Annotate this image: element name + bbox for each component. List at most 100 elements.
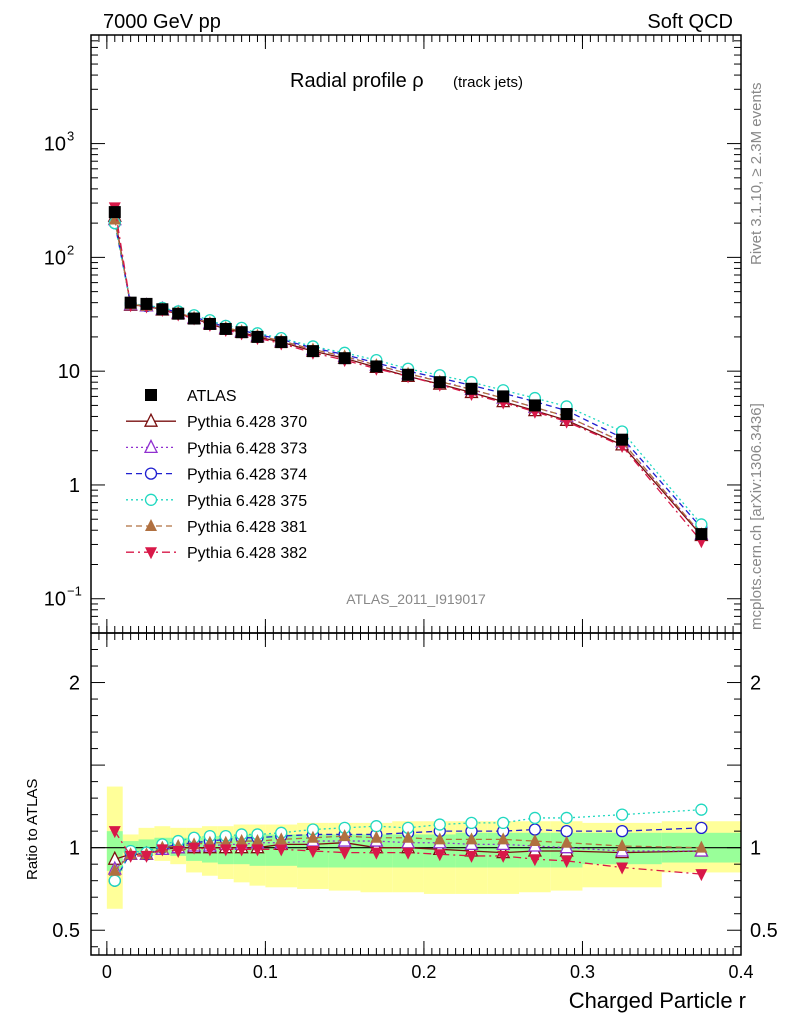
ratio-point (465, 832, 478, 845)
ratio-point (338, 829, 351, 842)
ratio-point (172, 845, 185, 858)
data-point (306, 345, 319, 358)
ratio-point (497, 816, 510, 830)
legend-marker (145, 547, 157, 560)
data-point (124, 296, 137, 309)
ratio-point (275, 844, 288, 857)
ratio-point (497, 850, 510, 863)
legend-label: Pythia 6.428 375 (187, 493, 307, 510)
ratio-point (695, 869, 708, 882)
mcplots-label: mcplots.cern.ch [arXiv:1306.3436] (748, 403, 765, 630)
legend-label: Pythia 6.428 374 (187, 467, 307, 484)
ratio-y-tick-label: 0.5 (52, 920, 80, 942)
ratio-point (695, 840, 708, 853)
ratio-point (235, 834, 248, 847)
ratio-point (615, 825, 629, 838)
ratio-point (251, 834, 264, 847)
y-tick-label: 10 (44, 134, 66, 156)
ratio-line (114, 809, 702, 881)
ratio-point (616, 862, 629, 875)
data-point (108, 212, 121, 225)
ratio-y-axis-label: Ratio to ATLAS (24, 779, 41, 880)
ratio-panel-frame: 0 0.1 0.2 0.3 0.4 0.5 0.5 1 1 2 2 (52, 632, 778, 982)
legend-marker (145, 389, 157, 401)
ratio-point (433, 832, 446, 845)
ratio-line (114, 835, 702, 872)
ratio-point (695, 803, 708, 816)
x-tick-label: 0.4 (728, 962, 753, 982)
ratio-point (616, 839, 629, 852)
legend-entry: Pythia 6.428 374 (126, 467, 307, 484)
ratio-y-tick-label-right: 1 (750, 838, 761, 860)
ratio-point (465, 850, 478, 863)
ratio-point (306, 845, 319, 858)
ratio-point (219, 844, 232, 857)
legend-label: Pythia 6.428 370 (187, 414, 307, 431)
data-point (188, 312, 201, 325)
data-point (338, 352, 351, 365)
ratio-line (114, 842, 702, 860)
data-point (370, 360, 383, 373)
data-point (560, 408, 573, 421)
ratio-point (433, 818, 446, 831)
x-tick-label: 0.3 (570, 962, 595, 982)
analysis-id: ATLAS_2011_I919017 (346, 591, 486, 607)
ratio-point (560, 855, 573, 868)
legend: ATLAS Pythia 6.428 370 Pythia 6.428 373 Pyt… (126, 388, 307, 562)
ratio-panel-border (90, 632, 742, 956)
series-line (114, 207, 702, 542)
ratio-point (402, 830, 415, 843)
legend-entry: Pythia 6.428 382 (126, 545, 307, 562)
ratio-point (203, 844, 216, 857)
header-right: Soft QCD (647, 11, 733, 33)
plot-subtitle: (track jets) (453, 74, 523, 91)
ratio-y-tick-label-right: 0.5 (750, 920, 778, 942)
ratio-point (370, 830, 383, 843)
legend-entry: Pythia 6.428 381 (126, 519, 307, 536)
ratio-point (370, 820, 383, 833)
main-panel-series (107, 202, 709, 549)
data-point (695, 528, 708, 541)
ratio-point (465, 816, 478, 830)
legend-label: Pythia 6.428 382 (187, 545, 307, 562)
ratio-point (124, 850, 137, 863)
header-left: 7000 GeV pp (103, 11, 221, 33)
x-tick-label: 0.2 (411, 962, 436, 982)
ratio-point (528, 823, 542, 836)
ratio-point (497, 832, 510, 845)
ratio-point (528, 834, 541, 847)
ratio-point (140, 850, 153, 863)
data-point (219, 322, 232, 335)
data-point (275, 336, 288, 349)
legend-entry: Pythia 6.428 370 (126, 412, 307, 431)
legend-entry: Pythia 6.428 373 (126, 438, 307, 457)
data-point (616, 433, 629, 446)
plot-title: Radial profile ρ (290, 70, 424, 92)
series-atlas (108, 206, 708, 541)
ratio-y-tick-label: 1 (69, 838, 80, 860)
legend-entry: Pythia 6.428 375 (126, 493, 307, 510)
x-tick-label: 0 (102, 962, 112, 982)
y-tick-exponent: 2 (67, 242, 74, 257)
ratio-point (275, 832, 288, 845)
y-tick-exponent: 3 (67, 129, 74, 144)
y-tick-label: 10 (44, 589, 66, 611)
legend-label: ATLAS (187, 388, 237, 405)
data-point (235, 326, 248, 339)
ratio-point (251, 844, 264, 857)
legend-label: Pythia 6.428 381 (187, 519, 307, 536)
ratio-line (114, 827, 702, 882)
ratio-point (560, 811, 573, 825)
ratio-point (235, 844, 248, 857)
legend-marker (143, 438, 159, 454)
y-tick-exponent: −1 (67, 584, 82, 599)
y-tick-label: 10 (44, 247, 66, 269)
ratio-point (615, 808, 629, 821)
ratio-point (306, 830, 319, 843)
legend-marker (145, 519, 157, 531)
ratio-point (108, 826, 121, 839)
data-point (465, 382, 478, 395)
data-point (203, 317, 216, 330)
ratio-y-tick-label-right: 2 (750, 673, 761, 695)
